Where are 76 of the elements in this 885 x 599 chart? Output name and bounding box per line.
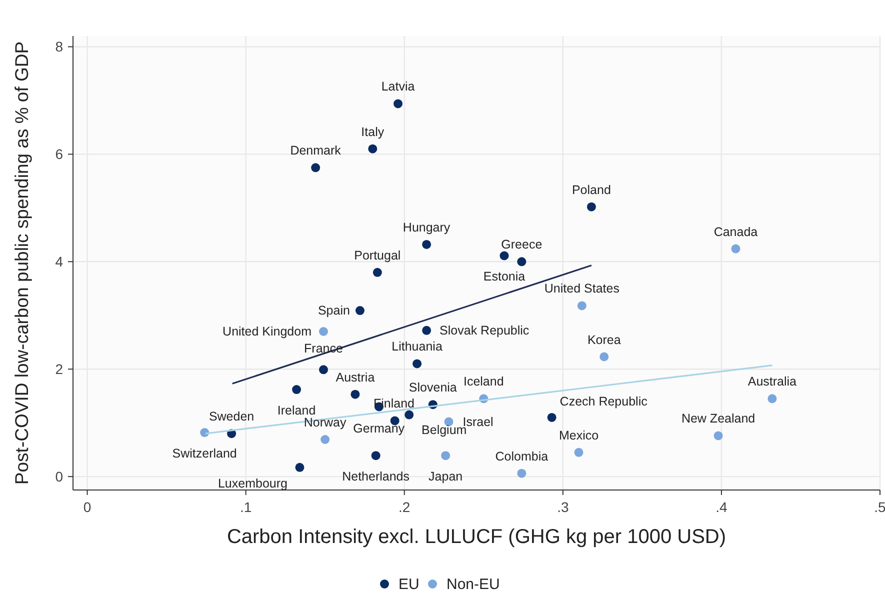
x-tick-label: .3 <box>557 499 569 515</box>
point <box>422 240 432 249</box>
point <box>394 99 403 108</box>
annotation: Denmark <box>290 144 342 158</box>
annotation: Greece <box>501 238 542 252</box>
x-tick-label: 0 <box>83 499 92 515</box>
x-tick-label: .5 <box>874 499 885 515</box>
annotation: Luxembourg <box>218 476 288 490</box>
point <box>600 352 609 362</box>
annotation: Italy <box>361 124 385 139</box>
point <box>350 390 360 399</box>
y-tick-label: 0 <box>55 468 64 485</box>
y-tick-label: 8 <box>55 38 64 55</box>
annotation: Colombia <box>495 449 548 464</box>
point <box>311 163 320 172</box>
x-tick-label: .4 <box>716 499 728 515</box>
point <box>292 385 302 394</box>
annotation: Spain <box>318 304 350 318</box>
annotation: Sweden <box>208 410 254 424</box>
annotation: New Zealand <box>681 412 756 426</box>
annotation: Netherlands <box>342 470 410 484</box>
point <box>371 451 380 460</box>
point <box>404 410 414 420</box>
annotation: Slovak Republic <box>440 323 530 338</box>
point <box>577 301 586 310</box>
point <box>319 327 328 336</box>
y-tick-label: 2 <box>55 361 64 378</box>
point <box>517 257 526 266</box>
annotation: Switzerland <box>172 446 237 461</box>
annotation: Czech Republic <box>560 394 648 408</box>
annotation: Ireland <box>277 404 316 418</box>
annotation: Australia <box>748 374 797 389</box>
annotation: Lithuania <box>392 340 442 354</box>
annotation: Korea <box>587 332 621 347</box>
point <box>731 244 740 254</box>
legend-label: EU <box>398 576 420 593</box>
point <box>422 326 432 335</box>
point <box>355 306 364 316</box>
point <box>586 202 596 212</box>
annotation: Norway <box>304 415 348 430</box>
point <box>412 359 422 368</box>
x-axis-title: Carbon Intensity excl. LULUCF (GHG kg per 1000 USD) <box>226 526 726 548</box>
point <box>517 468 526 478</box>
point <box>714 431 723 440</box>
annotation: Belgium <box>422 422 467 437</box>
annotation: Latvia <box>381 80 415 94</box>
y-tick-label: 4 <box>55 254 64 270</box>
annotation: Germany <box>353 422 406 436</box>
point <box>574 448 584 457</box>
annotation: Mexico <box>558 428 599 442</box>
x-tick-label: .2 <box>398 499 410 515</box>
annotation: Hungary <box>402 220 451 234</box>
point <box>295 462 304 472</box>
point <box>547 412 556 422</box>
annotation: Poland <box>572 182 611 197</box>
y-tick-label: 6 <box>55 146 64 162</box>
annotation: Slovenia <box>408 380 457 395</box>
annotation: United Kingdom <box>222 324 312 339</box>
annotation: Estonia <box>483 270 526 284</box>
annotation: Portugal <box>354 248 401 262</box>
annotation: Canada <box>714 224 758 239</box>
point <box>500 251 509 260</box>
x-tick-label: .1 <box>240 499 252 515</box>
point <box>768 394 777 404</box>
point <box>368 144 378 154</box>
y-axis-title: Post-COVID low-carbon public spending as % of GDP <box>11 41 32 485</box>
annotation: Iceland <box>463 374 504 389</box>
legend-label: Non-EU <box>446 576 500 593</box>
point <box>320 434 330 444</box>
annotation: United States <box>544 282 620 296</box>
point <box>319 365 328 374</box>
annotation: Austria <box>336 370 375 384</box>
point <box>372 268 382 277</box>
point <box>441 451 450 460</box>
annotation: Japan <box>428 470 463 484</box>
annotation: Finland <box>373 396 415 411</box>
